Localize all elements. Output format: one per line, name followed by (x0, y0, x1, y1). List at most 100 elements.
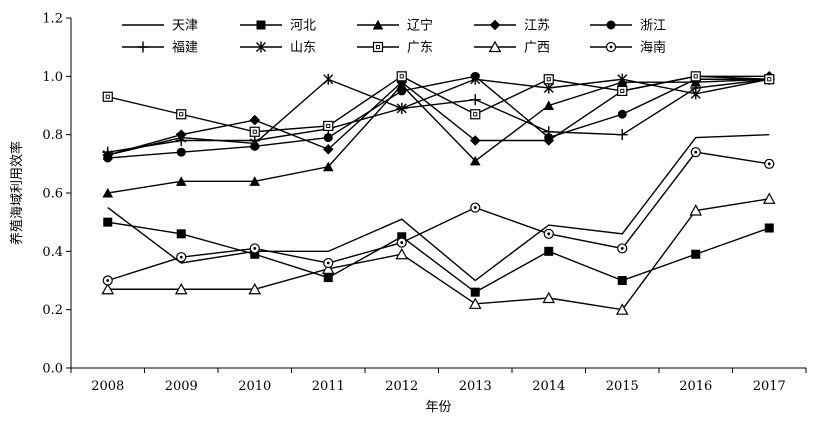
data-point (543, 126, 555, 138)
series-line (107, 78, 770, 194)
legend-item: 福建 (122, 41, 198, 56)
data-point (764, 223, 774, 233)
legend-label: 辽宁 (407, 18, 433, 34)
y-tick-label: 1.0 (42, 70, 63, 85)
x-tick-label: 2013 (459, 379, 492, 394)
data-point (249, 126, 260, 137)
y-tick-label: 0.6 (42, 187, 63, 202)
data-point (400, 241, 404, 244)
data-point (179, 112, 184, 117)
legend-label: 河北 (290, 19, 316, 34)
data-point (615, 303, 629, 315)
series-line (107, 75, 770, 133)
legend-label: 福建 (172, 41, 198, 56)
legend-item: 广西 (474, 41, 550, 56)
data-point (469, 135, 481, 146)
y-tick-label: 0.0 (42, 362, 63, 377)
data-point (473, 112, 478, 117)
x-tick-label: 2012 (385, 379, 418, 394)
data-point (689, 204, 703, 216)
data-point (102, 149, 113, 161)
legend-swatch-marker (256, 20, 266, 30)
legend-swatch-marker (256, 41, 266, 53)
legend-label: 江苏 (524, 18, 550, 34)
data-point (395, 247, 409, 260)
x-tick-label: 2017 (753, 379, 786, 394)
series-3 (102, 74, 775, 198)
data-point (249, 114, 261, 126)
series-1 (107, 133, 770, 282)
legend-swatch-marker (488, 40, 502, 53)
data-point (323, 133, 333, 143)
x-tick-label: 2015 (606, 379, 639, 394)
legend-item: 浙江 (590, 19, 666, 34)
data-point (470, 73, 481, 85)
legend-item: 海南 (590, 40, 666, 56)
data-point (469, 155, 481, 166)
data-point (616, 129, 628, 141)
legend-item: 辽宁 (357, 18, 433, 34)
x-tick-label: 2010 (238, 379, 271, 394)
data-point (321, 262, 335, 274)
data-point (470, 287, 480, 297)
data-point (693, 74, 698, 79)
legend-item: 山东 (240, 41, 316, 56)
legend-label: 天津 (172, 19, 198, 34)
series-layer (101, 71, 776, 315)
data-point (620, 88, 625, 93)
legend-item: 河北 (240, 19, 316, 34)
data-point (473, 206, 477, 209)
data-point (617, 73, 628, 85)
legend-swatch-marker (372, 19, 384, 30)
y-tick-label: 1.2 (42, 12, 63, 27)
data-point (396, 71, 407, 82)
series-line (107, 78, 770, 153)
data-point (690, 71, 701, 82)
legend-item: 广东 (357, 41, 433, 56)
data-point (397, 86, 407, 96)
data-point (617, 276, 627, 285)
legend-swatch-marker (606, 20, 616, 30)
data-point (101, 282, 115, 295)
data-point (326, 123, 331, 128)
y-tick-label: 0.4 (42, 245, 63, 260)
data-point (322, 143, 334, 155)
legend-label: 山东 (290, 41, 316, 56)
data-point (470, 109, 481, 120)
data-point (399, 74, 404, 79)
legend-swatch-marker (137, 41, 149, 53)
series-9 (101, 192, 776, 315)
data-point (175, 176, 187, 186)
data-point (767, 162, 771, 166)
legend-item: 江苏 (474, 18, 550, 34)
data-point (103, 217, 113, 227)
data-point (253, 247, 257, 250)
data-point (691, 249, 701, 259)
data-point (105, 94, 110, 99)
data-point (102, 91, 113, 102)
data-point (396, 102, 407, 114)
data-point (469, 94, 481, 106)
y-tick-label: 0.8 (42, 128, 63, 143)
data-point (543, 100, 555, 110)
data-point (179, 255, 183, 259)
data-point (764, 74, 775, 85)
legend-label: 浙江 (640, 19, 666, 34)
data-point (102, 187, 114, 198)
data-point (690, 88, 701, 100)
data-point (176, 109, 187, 120)
axes: 0.0 0.2 0.4 0.6 0.8 1.0 1.2 2008 2009 2010 2011 201… (42, 12, 807, 394)
legend-label: 广东 (407, 41, 433, 56)
series-line (107, 78, 770, 156)
series-line (107, 198, 770, 311)
data-point (542, 291, 556, 304)
legend-label: 广西 (524, 41, 550, 56)
series-6 (102, 73, 775, 158)
data-point (323, 273, 333, 283)
data-point (767, 77, 772, 82)
legend-item: 天津 (122, 19, 198, 34)
data-point (250, 249, 260, 259)
legend-swatch-marker (372, 41, 384, 53)
